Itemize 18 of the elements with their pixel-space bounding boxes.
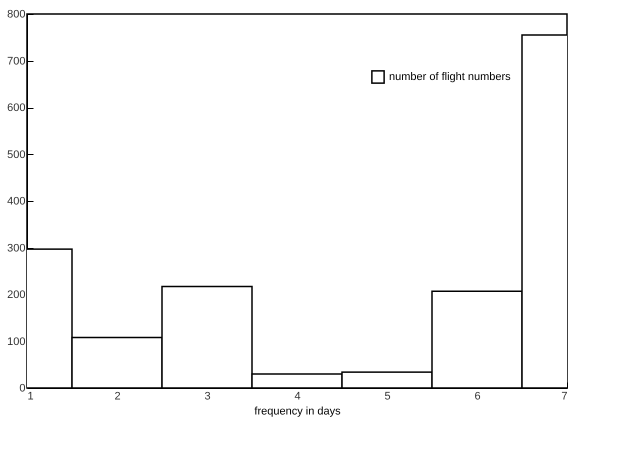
x-tick-label: 3 (204, 390, 211, 402)
x-tick-label: 5 (384, 390, 391, 402)
y-tick-label: 500 (7, 148, 26, 161)
y-tick-label: 100 (7, 336, 26, 348)
y-tick-label: 400 (7, 196, 26, 208)
y-tick-label: 200 (7, 289, 26, 301)
x-tick-label: 6 (474, 390, 481, 402)
x-axis-title: frequency in days (254, 406, 342, 418)
y-tick-label: 600 (7, 102, 26, 114)
y-tick-label: 700 (7, 55, 26, 68)
y-tick-label: 300 (7, 242, 26, 254)
x-tick-label: 2 (114, 390, 121, 402)
x-tick-label: 4 (294, 390, 301, 402)
x-tick-label: 1 (28, 390, 34, 402)
legend-label: number of flight numbers (389, 71, 512, 83)
y-tick-label: 800 (7, 8, 26, 20)
x-tick-label: 7 (561, 390, 568, 402)
y-tick-label: 0 (19, 382, 26, 394)
